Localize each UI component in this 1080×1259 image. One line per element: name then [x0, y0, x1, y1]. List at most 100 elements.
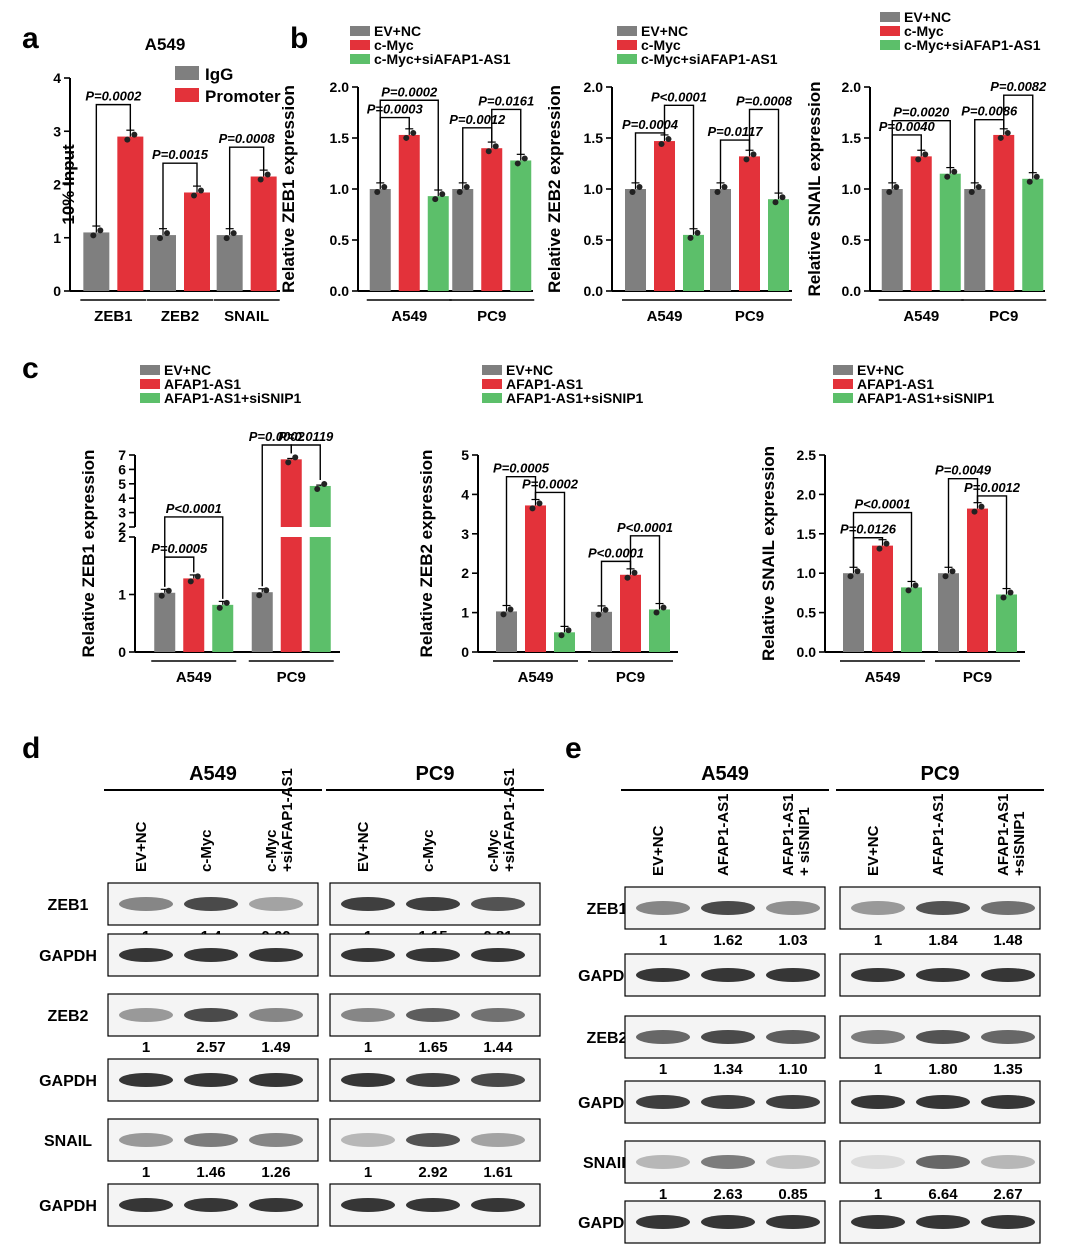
y-tick-label: 0 [118, 644, 126, 660]
bar-afap1-as1-sisnip1 [212, 604, 234, 652]
y-tick-label: 7 [118, 447, 126, 463]
legend-label: EV+NC [374, 23, 421, 39]
y-tick-label: 0.0 [842, 283, 862, 299]
y-tick-label: 2 [118, 529, 126, 545]
protein-band [766, 1215, 820, 1229]
significance-bracket [228, 146, 265, 230]
band-quantification: 2.57 [196, 1039, 225, 1056]
p-value-label: P=0.0012 [449, 112, 506, 127]
band-quantification: 1 [364, 1164, 372, 1181]
legend-label: AFAP1-AS1 [506, 376, 583, 392]
data-point [905, 587, 912, 594]
blot-row-label: GAPDH [578, 1215, 636, 1232]
band-quantification: 1 [142, 1164, 150, 1181]
protein-band [471, 1133, 525, 1147]
bar-c-myc-siafap1-as1 [939, 173, 961, 291]
bar-afap1-as1 [280, 537, 302, 652]
data-point [629, 189, 636, 195]
band-quantification: 1 [874, 1186, 882, 1203]
data-point [463, 184, 470, 190]
legend-label: c-Myc+siAFAP1-AS1 [641, 51, 778, 67]
lane-label: AFAP1-AS1 [780, 793, 797, 876]
protein-band [249, 1198, 303, 1212]
y-tick-label: 5 [461, 447, 469, 463]
band-quantification: 2.92 [418, 1164, 447, 1181]
p-value-label: P=0.0002 [249, 429, 306, 444]
protein-band [701, 1030, 755, 1044]
legend-label: EV+NC [904, 9, 951, 25]
panel-letter-a: a [22, 22, 39, 55]
significance-bracket [491, 108, 522, 155]
protein-band [471, 897, 525, 911]
protein-band [184, 1073, 238, 1087]
legend-label: c-Myc+siAFAP1-AS1 [374, 51, 511, 67]
protein-band [766, 901, 820, 915]
data-point [507, 606, 514, 613]
protein-band [249, 897, 303, 911]
data-point [694, 229, 701, 236]
blot-strip [107, 1118, 319, 1162]
data-point [558, 632, 565, 639]
protein-band [406, 1133, 460, 1147]
data-point [883, 540, 890, 547]
data-point [565, 627, 572, 634]
legend-swatch [140, 365, 160, 375]
band-quantification: 0.85 [778, 1186, 807, 1203]
blot-row-label: GAPDH [39, 948, 97, 965]
protein-band [851, 1030, 905, 1044]
significance-bracket [379, 99, 439, 191]
bar-afap1-as1 [183, 578, 205, 652]
lane-label: c-Myc [485, 829, 502, 872]
lane-label: EV+NC [355, 821, 372, 872]
p-value-label: P=0.0012 [964, 480, 1021, 495]
protein-band [981, 1095, 1035, 1109]
legend-swatch [833, 365, 853, 375]
data-point [1000, 594, 1007, 601]
protein-band [249, 1073, 303, 1087]
bar-c-myc-siafap1-as1 [683, 234, 704, 291]
lane-label: AFAP1-AS1 [715, 793, 732, 876]
data-point [521, 155, 528, 162]
data-point [1026, 178, 1033, 185]
protein-band [119, 1198, 173, 1212]
data-point [223, 235, 230, 242]
y-tick-label: 4 [53, 70, 61, 86]
protein-band [701, 968, 755, 982]
blot-row-label: GAPDH [578, 968, 636, 985]
p-value-label: P=0.0020 [893, 105, 950, 120]
protein-band [406, 1198, 460, 1212]
x-category-label: PC9 [735, 308, 764, 325]
data-point [97, 227, 104, 234]
protein-band [636, 1155, 690, 1169]
data-point [264, 171, 271, 178]
data-point [595, 611, 602, 618]
band-quantification: 1 [142, 1039, 150, 1056]
data-point [876, 545, 883, 552]
band-quantification: 1 [364, 1039, 372, 1056]
band-quantification: 1.65 [418, 1039, 447, 1056]
legend-label: AFAP1-AS1 [164, 376, 241, 392]
protein-band [341, 1073, 395, 1087]
legend-swatch [482, 393, 502, 403]
band-quantification: 1.80 [928, 1061, 957, 1078]
y-axis-label: Relative ZEB1 expression [79, 450, 98, 658]
y-tick-label: 3 [461, 526, 469, 542]
band-quantification: 1.44 [483, 1039, 513, 1056]
protein-band [249, 948, 303, 962]
data-point [292, 454, 299, 461]
chart-c2: 0 1 2 3 4 5 Relative ZEB2 expression A549 PC9 EV+… [417, 362, 678, 686]
legend-swatch [617, 40, 637, 50]
data-point [403, 134, 410, 141]
y-axis-label: Relative ZEB1 expression [279, 85, 298, 293]
protein-band [851, 1095, 905, 1109]
legend-label: IgG [205, 65, 233, 84]
protein-band [766, 968, 820, 982]
x-category-label: A549 [865, 669, 901, 686]
y-tick-label: 1.0 [842, 181, 862, 197]
p-value-label: P<0.0001 [166, 501, 222, 516]
significance-bracket [852, 511, 913, 582]
data-point [194, 573, 201, 580]
legend-swatch [350, 40, 370, 50]
